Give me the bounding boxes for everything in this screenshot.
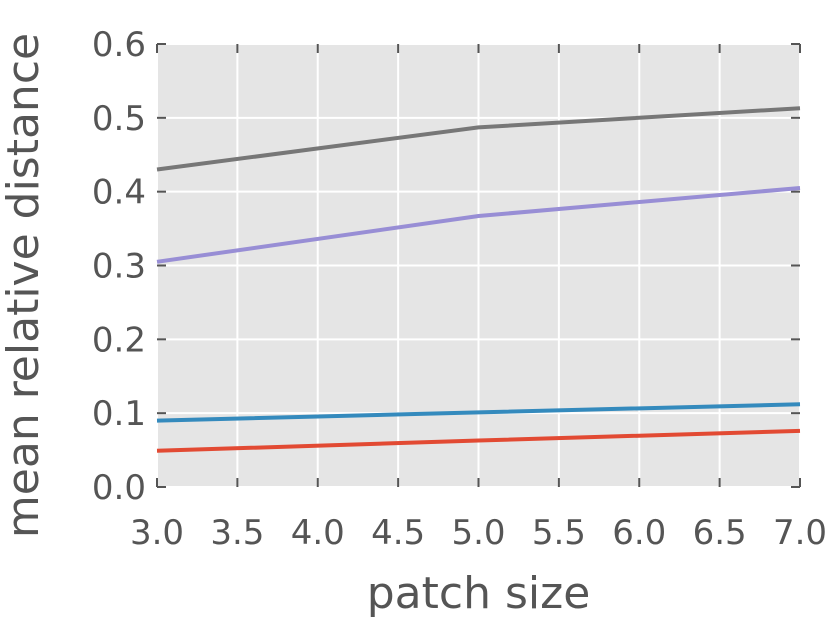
series-lines [156,106,801,453]
y-tick-label: 0.0 [92,468,146,508]
x-tick-label: 5.5 [532,513,586,553]
x-tick-label: 3.5 [210,513,264,553]
x-tick-label: 3.0 [130,513,184,553]
x-tick-label: 6.0 [612,513,666,553]
y-axis-label: mean relative distance [0,33,49,538]
tick-labels: 3.0 3.5 4.0 4.5 5.0 5.5 6.0 6.5 7.0 0.0 0.1 0.2 0.3 0… [92,25,827,553]
y-tick-label: 0.5 [92,99,146,139]
x-tick-label: 7.0 [773,513,827,553]
x-axis-label: patch size [367,568,591,619]
y-tick-label: 0.1 [92,394,146,434]
x-tick-label: 5.0 [451,513,505,553]
ticks [156,43,801,488]
y-tick-label: 0.2 [92,320,146,360]
x-tick-label: 4.0 [291,513,345,553]
y-tick-label: 0.6 [92,25,146,65]
series-line-2 [156,186,801,264]
x-tick-label: 6.5 [693,513,747,553]
y-tick-label: 0.3 [92,247,146,287]
series-line-1 [156,106,801,172]
series-line-3 [156,402,801,423]
x-tick-label: 4.5 [371,513,425,553]
y-tick-label: 0.4 [92,173,146,213]
series-line-4 [156,428,801,453]
